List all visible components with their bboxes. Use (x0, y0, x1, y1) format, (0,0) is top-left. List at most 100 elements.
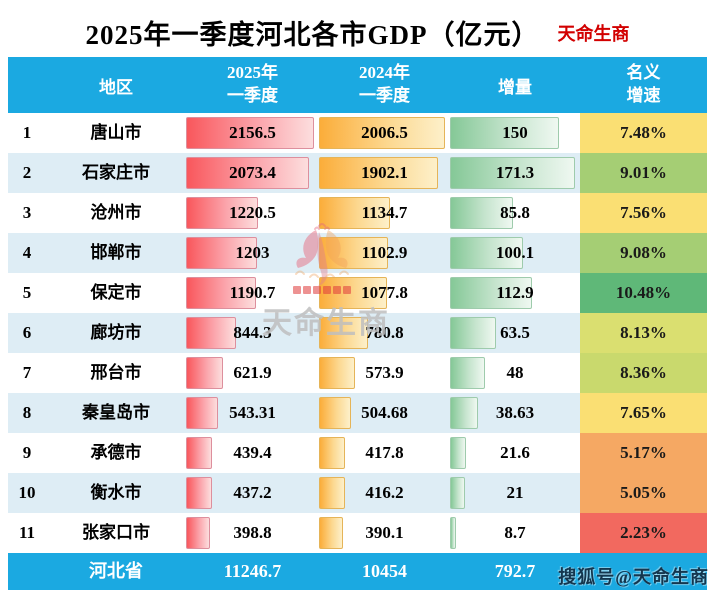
rank-label: 4 (22, 243, 32, 262)
gdp-2025-bar (186, 277, 257, 309)
gdp-2025-cell: 543.31 (186, 393, 319, 433)
rank-label: 3 (22, 203, 32, 222)
rank-label: 9 (22, 443, 32, 462)
increment-value: 100.1 (495, 243, 535, 262)
increment-cell: 38.63 (450, 393, 580, 433)
table-row: 7 邢台市 621.9 573.9 48 8.36% (8, 353, 707, 393)
gdp-2024-cell: 573.9 (319, 353, 450, 393)
gdp-2024-bar (319, 157, 439, 189)
gdp-2025-bar (186, 197, 259, 229)
header-growth: 名义 增速 (626, 63, 661, 105)
city-name: 廊坊市 (90, 323, 142, 342)
gdp-2024-cell: 390.1 (319, 513, 450, 553)
table-row: 2 石家庄市 2073.4 1902.1 171.3 9.01% (8, 153, 707, 193)
increment-cell: 48 (450, 353, 580, 393)
gdp-2025-value: 437.2 (233, 483, 272, 502)
increment-cell: 85.8 (450, 193, 580, 233)
gdp-2024-cell: 1134.7 (319, 193, 450, 233)
city-name: 承德市 (90, 443, 142, 462)
rank-label: 7 (22, 363, 32, 382)
city-name: 邢台市 (90, 363, 142, 382)
header-2024-q1: 2024年 一季度 (359, 63, 410, 105)
page-title: 2025年一季度河北各市GDP（亿元） (85, 19, 540, 50)
gdp-2025-cell: 439.4 (186, 433, 319, 473)
increment-bar (450, 197, 513, 229)
gdp-2024-cell: 416.2 (319, 473, 450, 513)
rank-label: 5 (22, 283, 32, 302)
gdp-2024-value: 1102.9 (361, 243, 408, 262)
gdp-2024-bar (319, 357, 355, 389)
increment-value: 150 (502, 123, 528, 142)
growth-rate: 8.13% (580, 313, 707, 353)
gdp-2024-value: 417.8 (365, 443, 404, 462)
increment-value: 85.8 (500, 203, 530, 222)
gdp-2024-bar (319, 397, 351, 429)
footer-gdp-2024: 10454 (362, 561, 407, 581)
gdp-2025-bar (186, 237, 258, 269)
increment-bar (450, 357, 485, 389)
gdp-2024-bar (319, 477, 346, 509)
increment-value: 63.5 (500, 323, 530, 342)
increment-cell: 21.6 (450, 433, 580, 473)
gdp-2025-cell: 2073.4 (186, 153, 319, 193)
header-region: 地区 (99, 77, 133, 97)
table-row: 11 张家口市 398.8 390.1 8.7 2.23% (8, 513, 707, 553)
gdp-2025-value: 621.9 (233, 363, 272, 382)
gdp-2025-bar (186, 117, 314, 149)
gdp-2024-value: 1902.1 (361, 163, 408, 182)
city-name: 石家庄市 (82, 163, 150, 182)
increment-cell: 171.3 (450, 153, 580, 193)
gdp-2024-bar (319, 237, 389, 269)
increment-value: 8.7 (504, 523, 526, 542)
table-row: 1 唐山市 2156.5 2006.5 150 7.48% (8, 113, 707, 153)
increment-cell: 21 (450, 473, 580, 513)
increment-bar (450, 237, 523, 269)
footer-province: 河北省 (89, 561, 143, 581)
city-name: 张家口市 (82, 523, 150, 542)
gdp-2024-value: 573.9 (365, 363, 404, 382)
table-row: 6 廊坊市 844.3 780.8 63.5 8.13% (8, 313, 707, 353)
gdp-table: 地区 2025年 一季度 2024年 一季度 增量 名义 增速 1 唐山市 21… (8, 57, 707, 590)
increment-value: 48 (506, 363, 524, 382)
gdp-2025-bar (186, 357, 223, 389)
table-row: 10 衡水市 437.2 416.2 21 5.05% (8, 473, 707, 513)
increment-bar (450, 477, 466, 509)
increment-value: 21 (506, 483, 524, 502)
gdp-2024-cell: 1077.8 (319, 273, 450, 313)
table-row: 3 沧州市 1220.5 1134.7 85.8 7.56% (8, 193, 707, 233)
gdp-2025-value: 1190.7 (229, 283, 276, 302)
increment-value: 112.9 (496, 283, 534, 302)
city-name: 保定市 (90, 283, 142, 302)
gdp-2025-value: 1220.5 (229, 203, 276, 222)
city-name: 衡水市 (90, 483, 142, 502)
rank-label: 8 (22, 403, 32, 422)
growth-rate: 10.48% (580, 273, 707, 313)
footer-gdp-2025: 11246.7 (223, 561, 282, 581)
gdp-2025-cell: 1190.7 (186, 273, 319, 313)
growth-rate: 9.08% (580, 233, 707, 273)
gdp-2024-bar (319, 197, 391, 229)
gdp-2024-cell: 2006.5 (319, 113, 450, 153)
gdp-2024-cell: 1102.9 (319, 233, 450, 273)
increment-bar (450, 517, 457, 549)
increment-bar (450, 277, 533, 309)
gdp-2024-cell: 780.8 (319, 313, 450, 353)
increment-value: 21.6 (500, 443, 530, 462)
brand-label: 天命生商 (557, 24, 630, 44)
growth-rate: 7.48% (580, 113, 707, 153)
table-row: 4 邯郸市 1203 1102.9 100.1 9.08% (8, 233, 707, 273)
gdp-2024-value: 780.8 (365, 323, 404, 342)
growth-rate: 2.23% (580, 513, 707, 553)
table-body: 1 唐山市 2156.5 2006.5 150 7.48% 2 石家庄市 207… (8, 113, 707, 553)
gdp-2024-cell: 417.8 (319, 433, 450, 473)
sohu-watermark-text: 搜狐号@天命生商 (558, 567, 709, 587)
gdp-2025-cell: 398.8 (186, 513, 319, 553)
gdp-2025-value: 543.31 (229, 403, 276, 422)
header-2025-q1: 2025年 一季度 (227, 63, 278, 105)
table-header: 地区 2025年 一季度 2024年 一季度 增量 名义 增速 (8, 57, 707, 113)
gdp-2025-cell: 2156.5 (186, 113, 319, 153)
gdp-2025-cell: 844.3 (186, 313, 319, 353)
growth-rate: 5.17% (580, 433, 707, 473)
growth-rate: 7.56% (580, 193, 707, 233)
increment-cell: 150 (450, 113, 580, 153)
